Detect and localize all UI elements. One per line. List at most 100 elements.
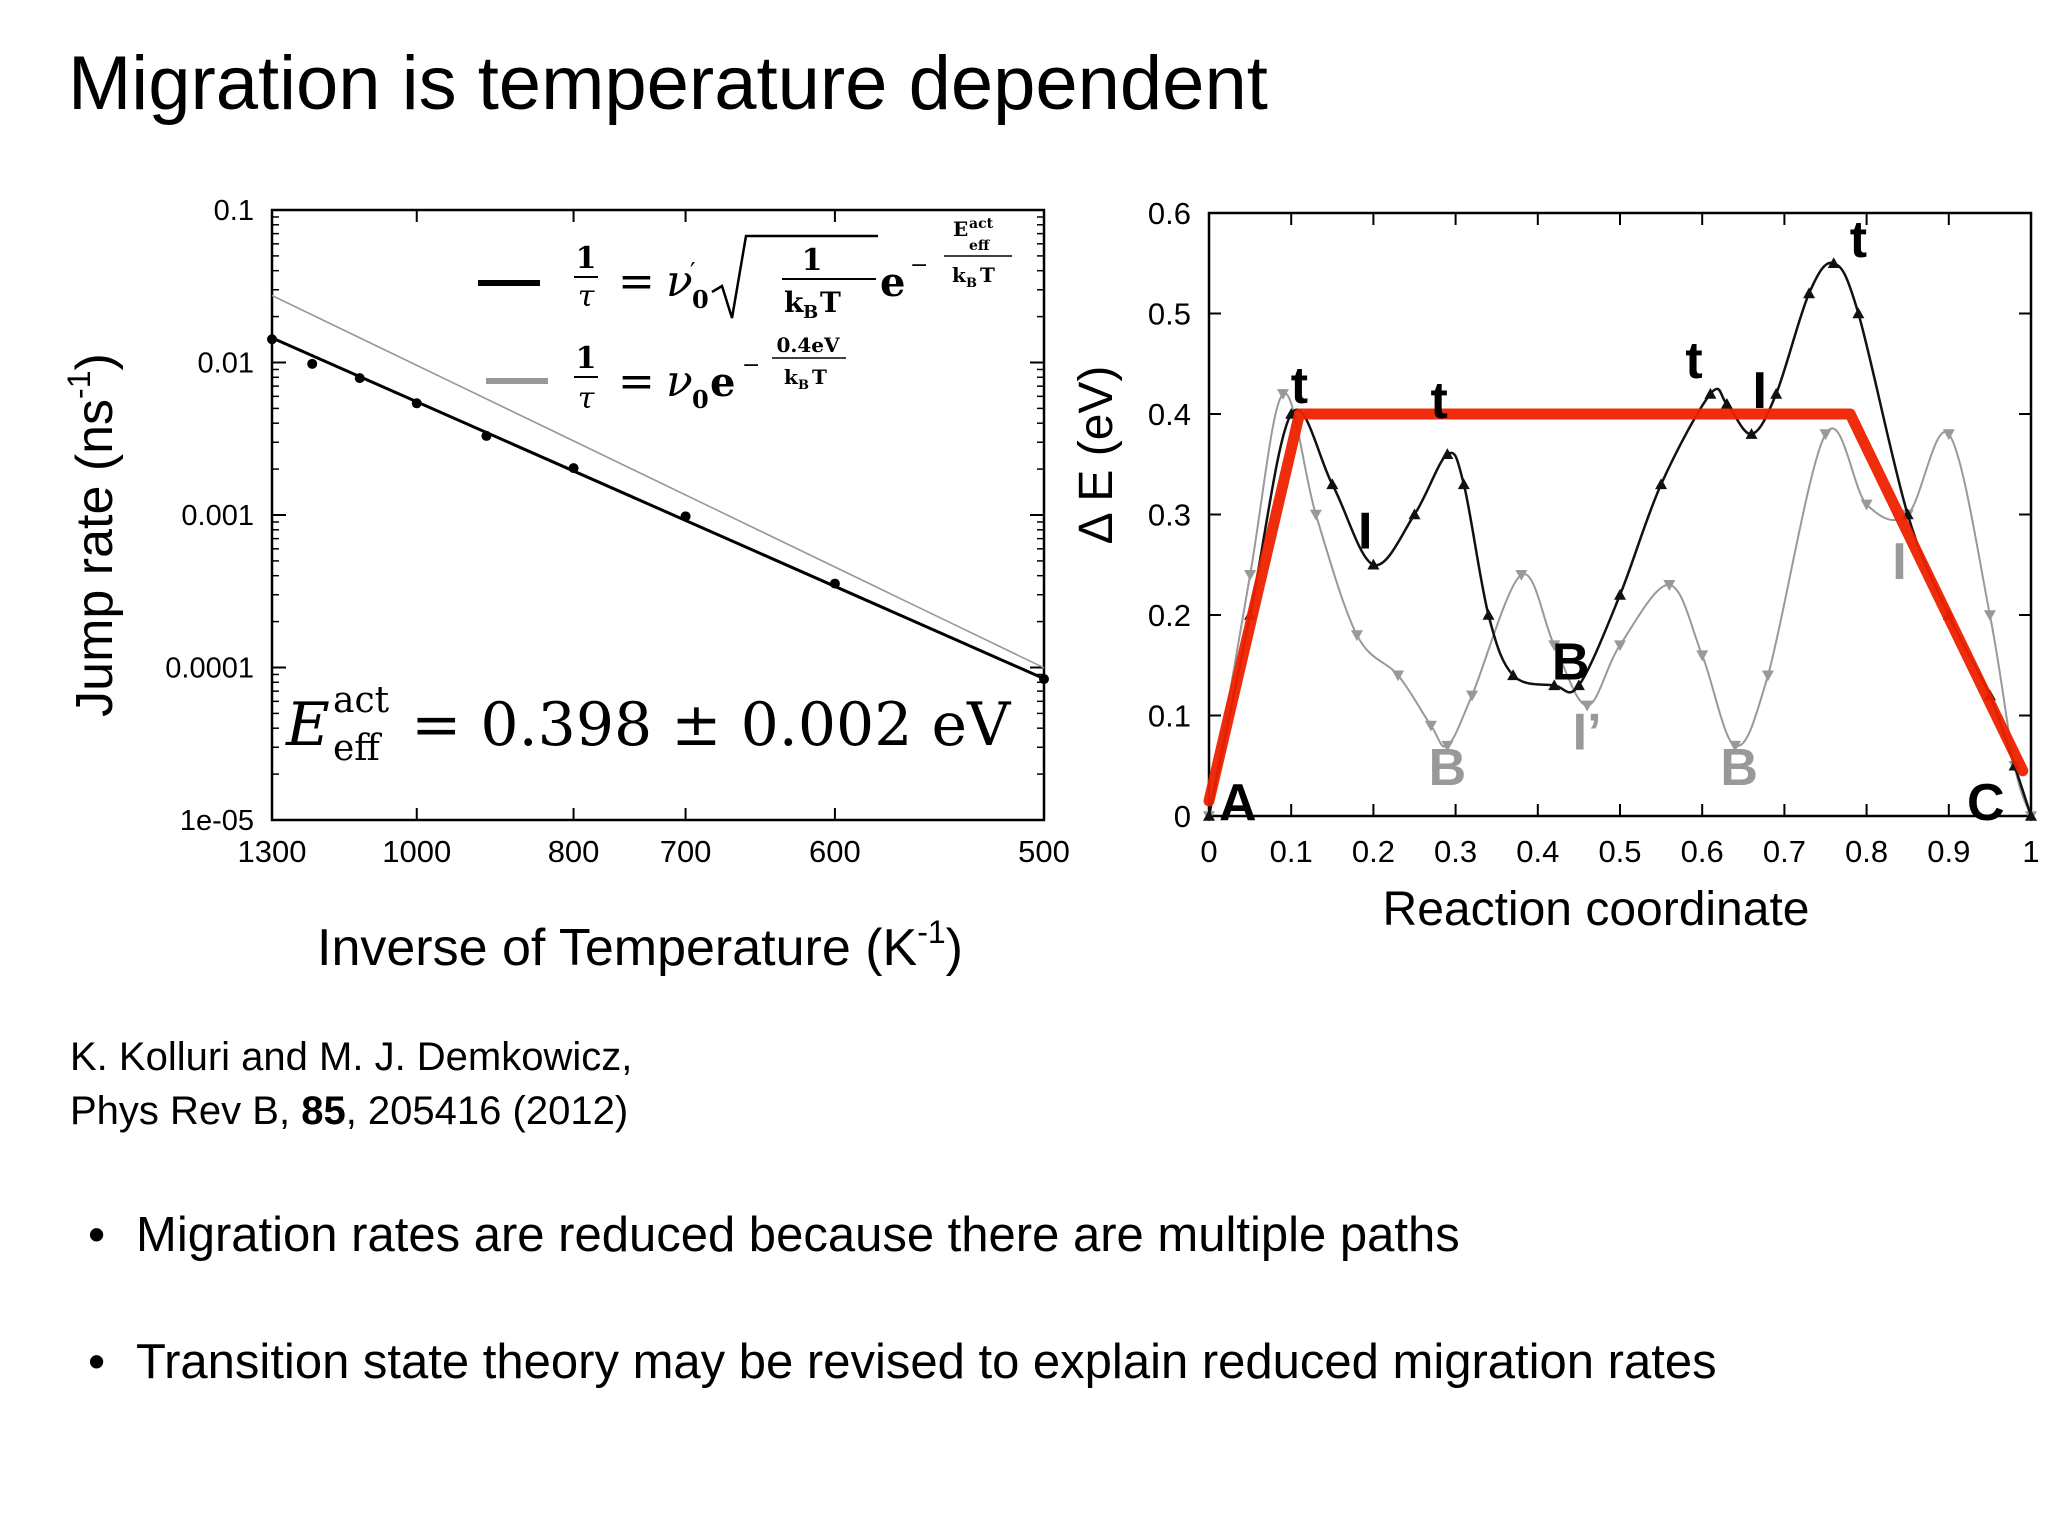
gray-path-marker [1392, 670, 1405, 682]
left-x-tick-label: 500 [1018, 834, 1070, 869]
legend-reference-formula: 1 τ = ν 0 e − 0.4eV k B T [574, 333, 846, 416]
data-point [680, 511, 691, 522]
left-x-tick-label: 800 [548, 834, 600, 869]
svg-text:1: 1 [576, 241, 597, 276]
point-label: I’ [1573, 704, 1602, 762]
black-path-marker [1441, 448, 1454, 459]
reference-journal: Phys Rev B, 85, 205416 (2012) [70, 1084, 632, 1138]
black-path-marker [1457, 478, 1470, 490]
gray-path-marker [1466, 690, 1479, 702]
gray-path-marker [1819, 429, 1832, 441]
black-path-marker [1367, 558, 1380, 570]
fit-line [271, 336, 1045, 681]
svg-text:B: B [966, 276, 977, 291]
bullet-item: • Migration rates are reduced because th… [88, 1205, 1717, 1265]
bullet-text: Migration rates are reduced because ther… [136, 1208, 1460, 1262]
activation-energy-annotation: E act eff = 0.398 ± 0.002 eV [285, 680, 1012, 769]
svg-text:T: T [812, 365, 827, 389]
point-label: t [1430, 372, 1447, 430]
right-x-tick-label: 0.2 [1352, 834, 1395, 869]
left-y-label-end: ) [66, 353, 124, 370]
point-label: t [1291, 357, 1308, 415]
svg-text:τ: τ [578, 381, 595, 416]
jump-rate-chart: 1300 1000 800 700 600 500 1e-05 0.0001 0.001 0.01… [61, 195, 1070, 977]
left-x-tick-label: 1000 [382, 834, 451, 869]
left-y-label-main: Jump rate (ns [66, 399, 124, 717]
reference-journal-name: Phys Rev B, [70, 1089, 302, 1133]
gray-path-marker [1350, 630, 1363, 642]
black-path-marker [1852, 307, 1865, 319]
svg-text:T: T [980, 263, 995, 287]
left-series-lines [271, 294, 1045, 681]
left-y-tick-label: 0.0001 [165, 653, 254, 685]
right-x-tick-label: 1 [2022, 834, 2039, 869]
svg-text:0: 0 [692, 285, 709, 314]
left-y-tick-label: 0.1 [214, 195, 254, 227]
gray-path-marker [1729, 740, 1742, 752]
right-x-tick-label: 0.8 [1845, 834, 1888, 869]
point-label: I [1753, 362, 1767, 420]
left-x-tick-label: 600 [809, 834, 861, 869]
point-label: B [1552, 633, 1590, 691]
black-path-marker [1720, 397, 1733, 409]
gray-path-marker [1614, 640, 1626, 652]
right-series [1203, 257, 2037, 822]
svg-text:k: k [784, 365, 799, 389]
black-path-marker [1614, 588, 1626, 600]
data-point [411, 398, 422, 409]
black-path-marker [1827, 257, 1840, 269]
annotation-symbol: E [285, 690, 330, 760]
right-x-tick-label: 0.7 [1763, 834, 1806, 869]
svg-text:B: B [803, 302, 818, 323]
black-path-marker [1482, 609, 1495, 620]
reference-volume: 85 [301, 1089, 346, 1133]
left-y-tick-label: 0.001 [181, 500, 254, 532]
left-x-label-end: ) [946, 919, 963, 977]
black-path-marker [1803, 287, 1816, 299]
left-y-label-sup: -1 [61, 370, 97, 398]
right-x-axis-label: Reaction coordinate [1383, 883, 1810, 936]
gray-path-marker [1515, 570, 1528, 581]
svg-text:1: 1 [576, 341, 597, 376]
svg-text:−: − [910, 253, 928, 278]
right-y-tick-label: 0.5 [1148, 297, 1191, 332]
gray-path-marker [1581, 700, 1594, 712]
svg-text:0: 0 [692, 385, 709, 414]
data-point [829, 578, 840, 589]
svg-text:′: ′ [690, 258, 695, 286]
gray-path-marker [1276, 389, 1289, 400]
svg-text:=: = [618, 256, 655, 307]
left-y-tick-label: 0.01 [198, 348, 254, 380]
gray-path-marker [1424, 720, 1437, 732]
reference-citation: K. Kolluri and M. J. Demkowicz, Phys Rev… [70, 1030, 632, 1138]
svg-text:1: 1 [802, 243, 823, 278]
svg-text:0.4eV: 0.4eV [776, 333, 840, 357]
data-point [481, 430, 492, 441]
annotation-subscript: eff [333, 728, 382, 769]
bullet-marker: • [88, 1335, 106, 1389]
gray-path-marker [1942, 429, 1955, 441]
bullet-text: Transition state theory may be revised t… [136, 1335, 1717, 1389]
gray-path-marker [1441, 740, 1454, 752]
svg-text:=: = [618, 356, 655, 407]
left-x-label-main: Inverse of Temperature (K [317, 919, 918, 977]
gray-path-marker [1309, 509, 1322, 521]
legend-fit-formula: 1 τ = ν ′ 0 1 k B T e − E act eff k [574, 216, 1012, 323]
black-path-marker [1548, 679, 1561, 691]
left-x-tick-label: 700 [660, 834, 712, 869]
gray-path-marker [1696, 650, 1709, 662]
effective-barrier-line [1203, 408, 2029, 807]
right-x-tick-label: 0.1 [1270, 834, 1313, 869]
reference-line [271, 294, 1045, 669]
black-path-marker [1655, 478, 1668, 490]
reference-pages-year: , 205416 (2012) [345, 1089, 629, 1133]
gray-path-marker [1663, 580, 1676, 591]
left-legend: 1 τ = ν ′ 0 1 k B T e − E act eff k [478, 216, 1012, 416]
svg-text:τ: τ [578, 279, 595, 314]
svg-text:e: e [880, 259, 905, 306]
gray-path-marker [1548, 640, 1561, 652]
right-y-tick-label: 0.1 [1148, 699, 1191, 734]
left-axis-ticks: 1300 1000 800 700 600 500 1e-05 0.0001 0.001 0.01… [165, 195, 1070, 869]
black-path-marker [1770, 387, 1783, 399]
black-path-marker [1408, 508, 1421, 520]
